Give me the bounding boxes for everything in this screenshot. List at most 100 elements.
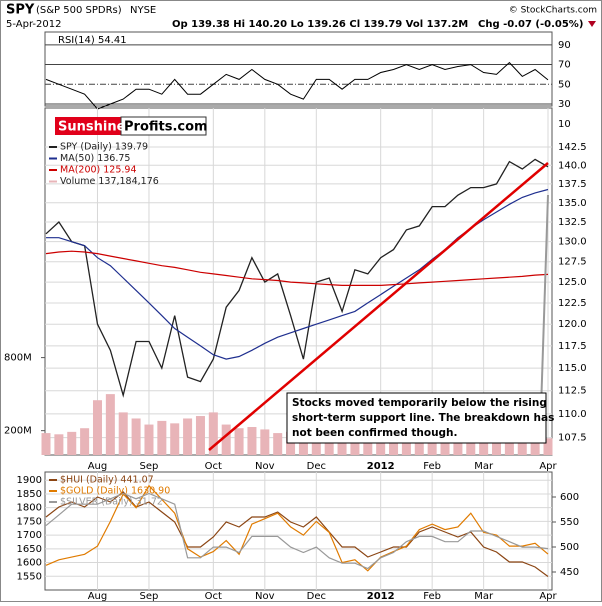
y-tick-label: 1650 <box>17 544 42 555</box>
y-tick-label: 122.5 <box>558 298 587 309</box>
legend-entry: $SILVER (Daily) 31.72 <box>60 497 163 508</box>
y2-tick-label: 800M <box>4 353 32 364</box>
x-tick-label: Mar <box>474 591 494 602</box>
volume-bar <box>41 433 51 455</box>
y-tick-label: 30 <box>558 99 571 110</box>
line-series <box>45 492 549 570</box>
annotation: Stocks moved temporarily below the risin… <box>292 397 547 409</box>
x-tick-label: 2012 <box>367 591 395 602</box>
logo-white <box>120 116 207 136</box>
volume-bar <box>440 437 450 455</box>
y2-tick-label: 600 <box>560 492 579 503</box>
legend-entry: MA(200) 125.94 <box>60 165 137 176</box>
y-tick-label: 115.0 <box>558 363 587 374</box>
y2-tick-label: 550 <box>560 517 579 528</box>
volume-bar <box>170 423 180 455</box>
quote: Op 139.38 Hi 140.20 Lo 139.26 Cl 139.79 … <box>172 19 468 30</box>
panel-title: RSI(14) 54.41 <box>58 35 127 46</box>
y-tick-label: 127.5 <box>558 257 587 268</box>
volume-bar <box>337 434 347 455</box>
volume-bar <box>260 429 270 455</box>
line-series <box>45 61 549 110</box>
volume-bar <box>492 435 502 455</box>
volume-bar <box>195 416 205 455</box>
x-tick-label: Nov <box>255 461 275 472</box>
volume-bar <box>479 436 489 455</box>
volume-bar <box>144 424 154 455</box>
volume-bar <box>363 441 373 455</box>
volume-bar <box>504 436 514 455</box>
y2-tick-label: 200M <box>4 426 32 437</box>
x-tick-label: Sep <box>140 461 159 472</box>
y-tick-label: 110.0 <box>558 409 587 420</box>
y-tick-label: 137.5 <box>558 179 587 190</box>
x-tick-label: Dec <box>307 591 326 602</box>
x-tick-label: Oct <box>205 461 222 472</box>
y-tick-label: 125.0 <box>558 277 587 288</box>
legend-entry: MA(50) 136.75 <box>60 153 130 164</box>
y-tick-label: 10 <box>558 119 571 130</box>
volume-bar <box>208 412 218 455</box>
volume-bar <box>247 426 257 455</box>
y-tick-label: 132.5 <box>558 217 587 228</box>
x-tick-label: Feb <box>423 591 441 602</box>
volume-bar <box>273 433 283 455</box>
volume-bar <box>530 436 540 455</box>
security-name: (S&P 500 SPDRs) <box>36 5 122 16</box>
x-tick-label: Feb <box>423 461 441 472</box>
annotation-box <box>286 392 547 444</box>
y-tick-label: 120.0 <box>558 319 587 330</box>
annotation: not been confirmed though. <box>292 427 458 439</box>
x-tick-label: Dec <box>307 461 326 472</box>
logo-part2: Profits.com <box>124 120 208 135</box>
volume-bar <box>427 435 437 455</box>
volume-bar <box>221 424 231 455</box>
volume-bar <box>350 440 360 455</box>
support-line <box>208 162 549 451</box>
volume-bar <box>298 434 308 455</box>
y-tick-label: 1900 <box>17 475 42 486</box>
line-series <box>45 484 549 572</box>
volume-bar <box>183 418 193 455</box>
x-tick-label: Nov <box>255 591 275 602</box>
line-series <box>45 491 549 577</box>
date: 5-Apr-2012 <box>6 19 61 30</box>
x-tick-label: Aug <box>88 461 108 472</box>
down-arrow <box>588 21 596 27</box>
volume-bar <box>157 420 167 455</box>
y-tick-label: 1750 <box>17 516 42 527</box>
legend-entry: $GOLD (Daily) 1630.90 <box>60 486 170 497</box>
volume-bar <box>54 434 64 455</box>
x-tick-label: Mar <box>474 461 494 472</box>
y-tick-label: 130.0 <box>558 237 587 248</box>
y2-tick-label: 500 <box>560 542 579 553</box>
x-tick-label: 2012 <box>367 461 395 472</box>
legend-entry: Volume 137,184,176 <box>60 176 159 187</box>
x-tick-label: Apr <box>539 591 557 602</box>
volume-bar <box>131 418 141 455</box>
y-tick-label: 140.0 <box>558 160 587 171</box>
y-tick-label: 90 <box>558 40 571 51</box>
y-tick-label: 107.5 <box>558 433 587 444</box>
x-tick-label: Apr <box>539 461 557 472</box>
volume-bar <box>389 435 399 455</box>
credit: © StockCharts.com <box>509 6 597 16</box>
y2-tick-label: 450 <box>560 567 579 578</box>
y-tick-label: 135.0 <box>558 198 587 209</box>
y-tick-label: 70 <box>558 60 571 71</box>
x-tick-label: Aug <box>88 591 108 602</box>
volume-bar <box>453 439 463 455</box>
y-tick-label: 1600 <box>17 558 42 569</box>
x-tick-label: Oct <box>205 591 222 602</box>
volume-bar <box>517 437 527 455</box>
volume-bar <box>67 431 77 455</box>
x-tick-label: Sep <box>140 591 159 602</box>
y-tick-label: 1850 <box>17 489 42 500</box>
volume-bar <box>414 437 424 455</box>
volume-bar <box>543 438 553 455</box>
metals-panel <box>44 471 553 591</box>
volume-bar <box>401 436 411 455</box>
volume-bar <box>324 433 334 455</box>
y-tick-label: 1800 <box>17 503 42 514</box>
